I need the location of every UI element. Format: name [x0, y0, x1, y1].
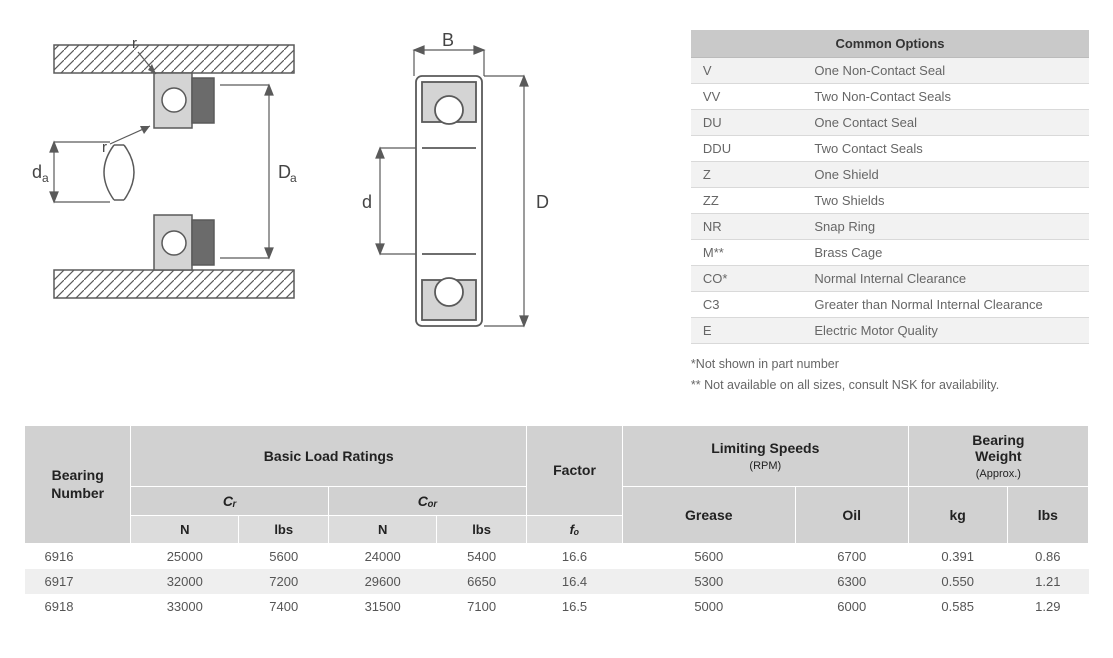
option-desc: Two Shields: [802, 188, 1089, 214]
label-r-top: r: [132, 35, 137, 52]
hdr-oil: Oil: [795, 486, 908, 543]
cell-cor-lbs: 7100: [437, 594, 527, 619]
cell-cor-lbs: 6650: [437, 569, 527, 594]
label-B: B: [442, 30, 454, 50]
hdr-grease: Grease: [622, 486, 795, 543]
hdr-lbs2: lbs: [1007, 486, 1088, 543]
cell-num: 6917: [25, 569, 131, 594]
cell-cor-n: 24000: [329, 543, 437, 569]
hdr-cor-lbs: lbs: [437, 515, 527, 543]
hdr-fo: fₒ: [527, 515, 623, 543]
label-D: D: [536, 192, 549, 212]
cell-kg: 0.585: [908, 594, 1007, 619]
cell-oil: 6700: [795, 543, 908, 569]
options-row: NRSnap Ring: [691, 214, 1089, 240]
option-desc: One Non-Contact Seal: [802, 58, 1089, 84]
hdr-bearing-weight: BearingWeight (Approx.): [908, 425, 1088, 486]
cell-lbs: 1.21: [1007, 569, 1088, 594]
cell-cor-n: 31500: [329, 594, 437, 619]
option-desc: Two Contact Seals: [802, 136, 1089, 162]
options-row: CO*Normal Internal Clearance: [691, 266, 1089, 292]
cell-fo: 16.5: [527, 594, 623, 619]
cell-cor-n: 29600: [329, 569, 437, 594]
cell-oil: 6300: [795, 569, 908, 594]
cell-cor-lbs: 5400: [437, 543, 527, 569]
cell-grease: 5300: [622, 569, 795, 594]
hdr-factor: Factor: [527, 425, 623, 515]
label-d: d: [362, 192, 372, 212]
option-desc: One Shield: [802, 162, 1089, 188]
options-row: DUOne Contact Seal: [691, 110, 1089, 136]
options-row: ZZTwo Shields: [691, 188, 1089, 214]
common-options-table: Common Options VOne Non-Contact SealVVTw…: [691, 30, 1089, 344]
common-options-title: Common Options: [691, 30, 1089, 58]
option-desc: Brass Cage: [802, 240, 1089, 266]
hdr-cor: Cₒᵣ: [329, 486, 527, 515]
svg-text:a: a: [290, 171, 297, 185]
cell-cr-n: 33000: [131, 594, 239, 619]
cell-cr-lbs: 5600: [239, 543, 329, 569]
option-code: V: [691, 58, 802, 84]
cell-lbs: 1.29: [1007, 594, 1088, 619]
options-row: DDUTwo Contact Seals: [691, 136, 1089, 162]
cell-cr-n: 32000: [131, 569, 239, 594]
table-row: 691833000740031500710016.5500060000.5851…: [25, 594, 1089, 619]
label-r-inner: r: [102, 139, 107, 156]
option-code: M**: [691, 240, 802, 266]
options-row: VOne Non-Contact Seal: [691, 58, 1089, 84]
cell-num: 6916: [25, 543, 131, 569]
table-row: 691732000720029600665016.4530063000.5501…: [25, 569, 1089, 594]
footnote-2: ** Not available on all sizes, consult N…: [691, 375, 1089, 396]
cell-oil: 6000: [795, 594, 908, 619]
hdr-cr-lbs: lbs: [239, 515, 329, 543]
cell-cr-lbs: 7400: [239, 594, 329, 619]
hdr-cr: Cᵣ: [131, 486, 329, 515]
hdr-cor-N: N: [329, 515, 437, 543]
cell-fo: 16.4: [527, 569, 623, 594]
table-row: 691625000560024000540016.6560067000.3910…: [25, 543, 1089, 569]
cell-lbs: 0.86: [1007, 543, 1088, 569]
option-desc: Normal Internal Clearance: [802, 266, 1089, 292]
option-code: Z: [691, 162, 802, 188]
options-row: VVTwo Non-Contact Seals: [691, 84, 1089, 110]
cell-kg: 0.550: [908, 569, 1007, 594]
option-desc: Electric Motor Quality: [802, 318, 1089, 344]
option-desc: Greater than Normal Internal Clearance: [802, 292, 1089, 318]
cell-grease: 5600: [622, 543, 795, 569]
cell-kg: 0.391: [908, 543, 1007, 569]
option-code: NR: [691, 214, 802, 240]
option-desc: One Contact Seal: [802, 110, 1089, 136]
option-code: ZZ: [691, 188, 802, 214]
options-row: EElectric Motor Quality: [691, 318, 1089, 344]
diagram-cross-section: d a D a r r: [24, 30, 304, 330]
hdr-basic-load: Basic Load Ratings: [131, 425, 527, 486]
svg-text:a: a: [42, 171, 49, 185]
option-code: CO*: [691, 266, 802, 292]
options-row: M**Brass Cage: [691, 240, 1089, 266]
label-da: d: [32, 162, 42, 182]
cell-cr-n: 25000: [131, 543, 239, 569]
hdr-limiting-speeds: Limiting Speeds (RPM): [622, 425, 908, 486]
hdr-kg: kg: [908, 486, 1007, 543]
cell-fo: 16.6: [527, 543, 623, 569]
cell-cr-lbs: 7200: [239, 569, 329, 594]
options-row: C3Greater than Normal Internal Clearance: [691, 292, 1089, 318]
option-desc: Snap Ring: [802, 214, 1089, 240]
cell-num: 6918: [25, 594, 131, 619]
hdr-cr-N: N: [131, 515, 239, 543]
cell-grease: 5000: [622, 594, 795, 619]
option-code: VV: [691, 84, 802, 110]
option-desc: Two Non-Contact Seals: [802, 84, 1089, 110]
footnote-1: *Not shown in part number: [691, 354, 1089, 375]
options-row: ZOne Shield: [691, 162, 1089, 188]
option-code: C3: [691, 292, 802, 318]
option-code: DU: [691, 110, 802, 136]
diagram-bdD: B: [344, 30, 564, 350]
bearing-data-table: BearingNumber Basic Load Ratings Factor …: [24, 425, 1089, 619]
option-code: DDU: [691, 136, 802, 162]
hdr-bearing-number: BearingNumber: [25, 425, 131, 543]
option-code: E: [691, 318, 802, 344]
